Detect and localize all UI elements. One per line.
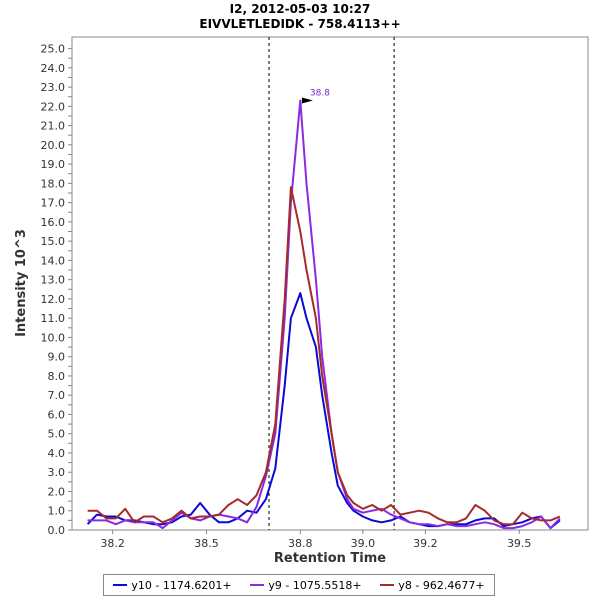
y-tick-label: 5.0: [48, 428, 66, 441]
y-tick-label: 3.0: [48, 466, 66, 479]
legend-label-y8: y8 - 962.4677+: [398, 578, 485, 592]
x-tick-label: 39.5: [507, 537, 532, 550]
y-tick-label: 12.0: [41, 293, 66, 306]
legend-swatch-y8: [380, 584, 395, 586]
peak-arrow-icon: [301, 97, 313, 104]
y-tick-label: 17.0: [41, 197, 66, 210]
y-tick-label: 0.0: [48, 524, 66, 537]
legend-item-y8: y8 - 962.4677+: [380, 578, 485, 592]
x-tick-label: 39.2: [413, 537, 438, 550]
y-tick-label: 19.0: [41, 158, 66, 171]
y-axis-label: Intensity 10^3: [14, 229, 29, 337]
y-tick-label: 4.0: [48, 447, 66, 460]
series-layer: [86, 99, 561, 530]
y-tick-label: 11.0: [41, 312, 66, 325]
y-tick-label: 9.0: [48, 351, 66, 364]
y-tick-label: 25.0: [41, 43, 66, 56]
x-tick-label: 38.5: [194, 537, 219, 550]
x-axis: 38.2 38.5 38.8 39.0 39.2 39.5: [100, 530, 531, 550]
peak-annotation: 38.8: [301, 89, 330, 104]
y-tick-label: 10.0: [41, 331, 66, 344]
plot-area: [71, 36, 589, 531]
y-tick-label: 13.0: [41, 274, 66, 287]
chart-title: I2, 2012-05-03 10:27: [230, 2, 371, 16]
legend-item-y9: y9 - 1075.5518+: [250, 578, 362, 592]
series-line-2: [87, 186, 561, 526]
x-tick-label: 39.0: [351, 537, 376, 550]
legend: y10 - 1174.6201+ y9 - 1075.5518+ y8 - 96…: [103, 574, 495, 596]
x-tick-label: 38.2: [100, 537, 125, 550]
y-tick-label: 18.0: [41, 177, 66, 190]
chart-subtitle: EIVVLETLEDIDK - 758.4113++: [199, 17, 400, 31]
y-tick-label: 8.0: [48, 370, 66, 383]
legend-label-y9: y9 - 1075.5518+: [268, 578, 362, 592]
legend-swatch-y10: [113, 584, 128, 586]
integration-boundaries: [268, 37, 395, 530]
legend-item-y10: y10 - 1174.6201+: [113, 578, 232, 592]
legend-swatch-y9: [250, 584, 265, 586]
y-tick-label: 22.0: [41, 100, 66, 113]
x-tick-label: 38.8: [288, 537, 313, 550]
peak-label: 38.8: [310, 89, 330, 99]
y-tick-label: 2.0: [48, 485, 66, 498]
y-tick-label: 24.0: [41, 62, 66, 75]
legend-label-y10: y10 - 1174.6201+: [131, 578, 232, 592]
y-tick-label: 7.0: [48, 389, 66, 402]
series-line-1: [87, 99, 561, 530]
x-axis-label: Retention Time: [274, 551, 386, 566]
y-tick-label: 14.0: [41, 254, 66, 267]
y-tick-label: 16.0: [41, 216, 66, 229]
y-tick-label: 21.0: [41, 120, 66, 133]
y-tick-label: 15.0: [41, 235, 66, 248]
y-tick-label: 6.0: [48, 408, 66, 421]
y-tick-label: 20.0: [41, 139, 66, 152]
y-axis: 0.0 1.0 2.0 3.0 4.0 5.0 6.0 7.0 8.0 9.0 10.0 11.0 12…: [41, 43, 72, 537]
y-tick-label: 23.0: [41, 81, 66, 94]
y-tick-label: 1.0: [48, 505, 66, 518]
